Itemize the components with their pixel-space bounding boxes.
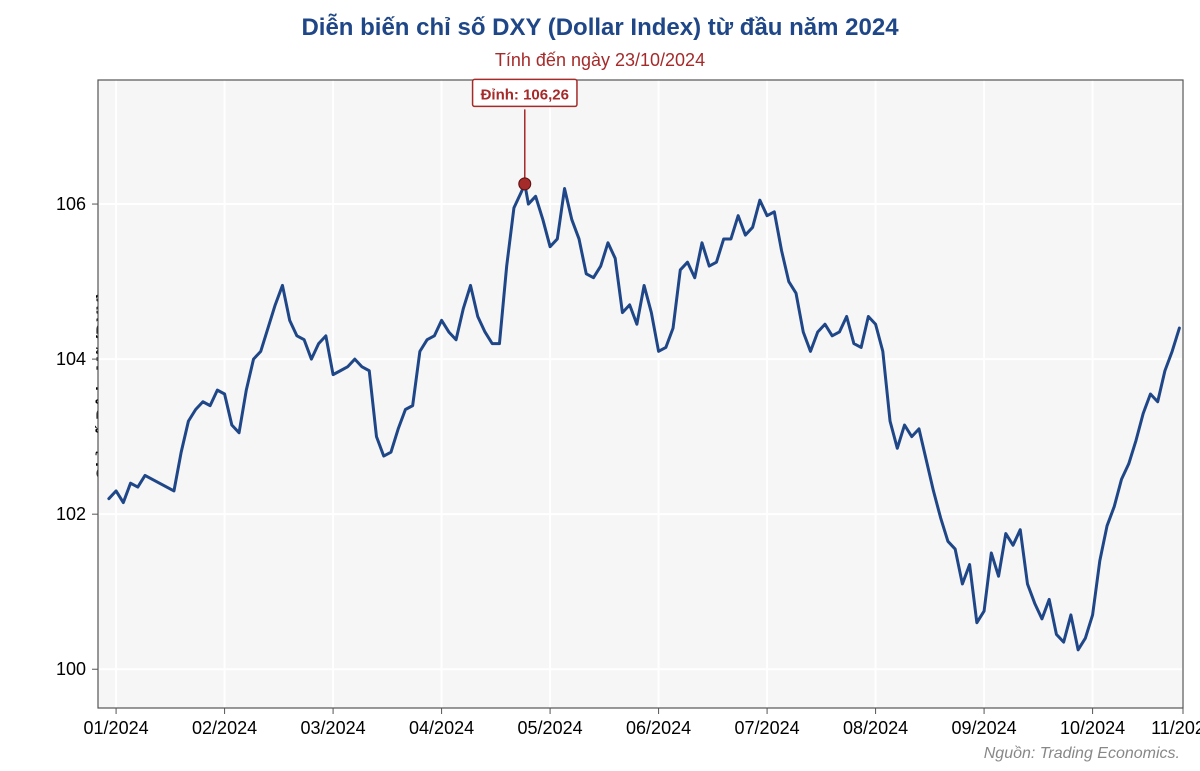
svg-text:03/2024: 03/2024 <box>301 718 366 738</box>
svg-text:104: 104 <box>56 349 86 369</box>
svg-text:07/2024: 07/2024 <box>735 718 800 738</box>
svg-text:11/2024: 11/2024 <box>1151 718 1200 738</box>
svg-text:06/2024: 06/2024 <box>626 718 691 738</box>
dxy-chart: Diễn biến chỉ số DXY (Dollar Index) từ đ… <box>0 0 1200 771</box>
svg-text:08/2024: 08/2024 <box>843 718 908 738</box>
svg-text:10/2024: 10/2024 <box>1060 718 1125 738</box>
svg-text:01/2024: 01/2024 <box>84 718 149 738</box>
svg-text:106: 106 <box>56 194 86 214</box>
svg-text:02/2024: 02/2024 <box>192 718 257 738</box>
svg-text:102: 102 <box>56 504 86 524</box>
source-label: Nguồn: Trading Economics. <box>984 745 1180 763</box>
svg-text:Đỉnh: 106,26: Đỉnh: 106,26 <box>481 86 569 103</box>
svg-text:09/2024: 09/2024 <box>952 718 1017 738</box>
svg-text:05/2024: 05/2024 <box>518 718 583 738</box>
chart-svg: 100 102 104 106 01/2024 02/2024 03/2024 04/2024… <box>0 0 1200 771</box>
svg-text:100: 100 <box>56 659 86 679</box>
svg-text:04/2024: 04/2024 <box>409 718 474 738</box>
